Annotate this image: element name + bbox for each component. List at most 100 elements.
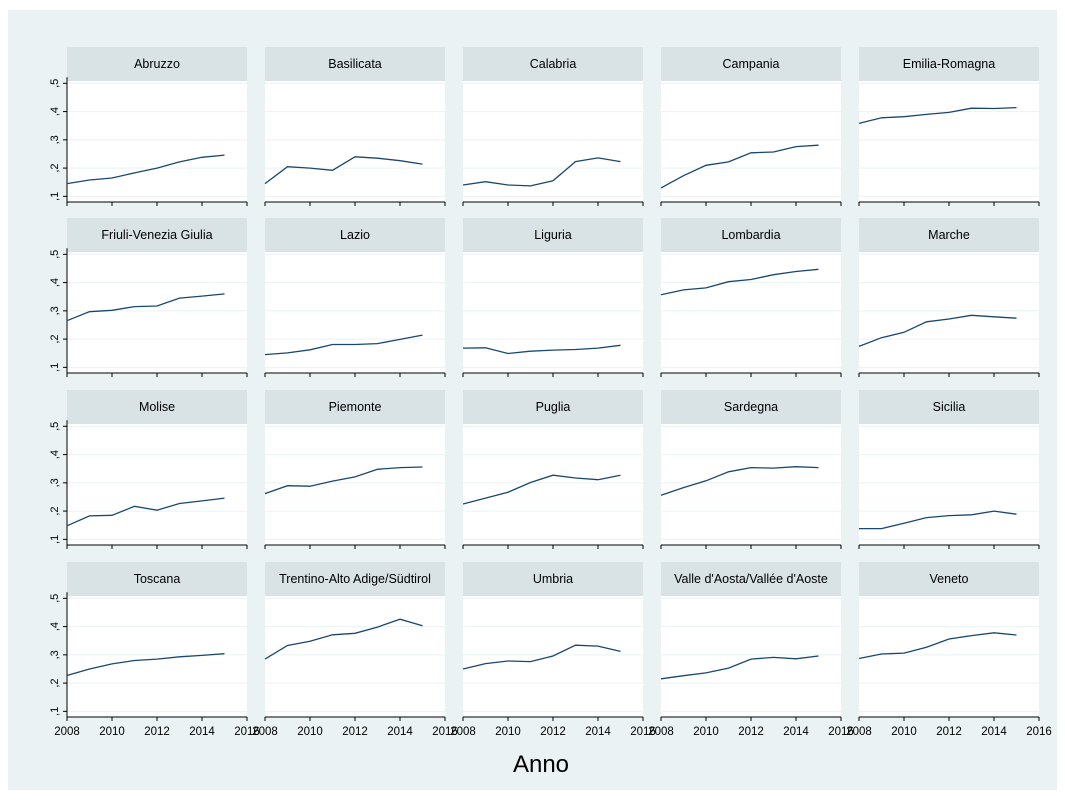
- plot-area: [67, 252, 247, 373]
- x-tick-label: 2014: [783, 726, 809, 738]
- series-line: [462, 157, 621, 187]
- panel: Toscana ,1 ,2 ,3 ,4 ,5 2008 2010 2012 2014 2016: [49, 562, 260, 738]
- panel-title: Liguria: [534, 228, 572, 242]
- y-tick-label: ,1: [49, 363, 61, 372]
- y-tick-label: ,1: [49, 192, 61, 201]
- plot-area: [859, 81, 1039, 202]
- panel-strip: [265, 562, 445, 596]
- series-line: [462, 474, 621, 505]
- x-tick-label: 2016: [234, 726, 260, 738]
- y-tick-label: ,4: [49, 622, 61, 631]
- panel-title: Friuli-Venezia Giulia: [101, 228, 212, 242]
- plot-area: [67, 81, 247, 202]
- panel-strip: [265, 390, 445, 424]
- x-tick-label: 2016: [1026, 726, 1052, 738]
- plot-area: [265, 424, 445, 545]
- x-tick-label: 2008: [252, 726, 278, 738]
- panel-strip: [67, 390, 247, 424]
- panel: Umbria 2008 2010 2012 2014 2016: [450, 562, 656, 738]
- panel-title: Emilia-Romagna: [903, 57, 995, 71]
- series-line: [859, 510, 1017, 530]
- series-line: [66, 497, 225, 527]
- x-tick-label: 2014: [981, 726, 1007, 738]
- plot-area: [859, 596, 1039, 717]
- x-tick-label: 2012: [342, 726, 368, 738]
- panel: Liguria: [462, 218, 644, 377]
- x-tick-label: 2016: [828, 726, 854, 738]
- panel-strip: [859, 562, 1039, 596]
- plot-area: [661, 424, 841, 545]
- plot-area: [67, 596, 247, 717]
- panel: Piemonte: [264, 390, 446, 549]
- plot-area: [661, 81, 841, 202]
- panel-title: Marche: [928, 228, 970, 242]
- panel-title: Toscana: [134, 572, 181, 586]
- plot-area: [859, 424, 1039, 545]
- panel-title: Lombardia: [721, 228, 780, 242]
- series-line: [660, 466, 819, 496]
- panel-strip: [265, 47, 445, 81]
- panel: Veneto 2008 2010 2012 2014 2016: [846, 562, 1052, 738]
- x-tick-label: 2010: [99, 726, 125, 738]
- x-tick-label: 2016: [630, 726, 656, 738]
- y-tick-label: ,2: [49, 334, 61, 343]
- panel: Emilia-Romagna: [858, 47, 1040, 206]
- series-line: [66, 154, 225, 185]
- panel: Molise ,1 ,2 ,3 ,4 ,5: [49, 390, 248, 549]
- series-line: [264, 334, 423, 356]
- panel: Puglia: [462, 390, 644, 549]
- panel-strip: [463, 218, 643, 252]
- plot-area: [265, 252, 445, 373]
- x-tick-label: 2008: [846, 726, 872, 738]
- series-line: [660, 144, 819, 189]
- panel-title: Abruzzo: [134, 57, 180, 71]
- x-tick-label: 2014: [585, 726, 611, 738]
- panel-title: Piemonte: [329, 400, 382, 414]
- series-line: [264, 156, 423, 185]
- series-line: [858, 314, 1017, 348]
- x-tick-label: 2010: [495, 726, 521, 738]
- plot-area: [463, 252, 643, 373]
- x-tick-label: 2012: [144, 726, 170, 738]
- series-line: [66, 653, 225, 677]
- panel-strip: [661, 47, 841, 81]
- x-tick-label: 2012: [936, 726, 962, 738]
- series-line: [66, 293, 225, 322]
- x-tick-label: 2014: [387, 726, 413, 738]
- panel-title: Campania: [723, 57, 780, 71]
- plot-area: [463, 81, 643, 202]
- y-tick-label: ,5: [49, 79, 61, 88]
- panel-title: Basilicata: [328, 57, 382, 71]
- panel-strip: [67, 47, 247, 81]
- x-tick-label: 2010: [891, 726, 917, 738]
- panel: Abruzzo ,1 ,2 ,3 ,4 ,5: [49, 47, 248, 206]
- y-tick-label: ,1: [49, 535, 61, 544]
- panel-title: Trentino-Alto Adige/Südtirol: [279, 572, 431, 586]
- panel: Marche: [858, 218, 1040, 377]
- y-tick-label: ,5: [49, 594, 61, 603]
- x-tick-label: 2016: [432, 726, 458, 738]
- x-tick-label: 2012: [540, 726, 566, 738]
- y-tick-label: ,3: [49, 478, 61, 487]
- y-tick-label: ,4: [49, 450, 61, 459]
- y-tick-label: ,4: [49, 107, 61, 116]
- panel-title: Umbria: [533, 572, 573, 586]
- panel-title: Lazio: [340, 228, 370, 242]
- y-tick-label: ,3: [49, 650, 61, 659]
- panel: Sardegna: [660, 390, 842, 549]
- panel: Lombardia: [660, 218, 842, 377]
- plot-area: [265, 81, 445, 202]
- y-tick-label: ,1: [49, 707, 61, 716]
- y-tick-label: ,2: [49, 678, 61, 687]
- plot-area: [859, 252, 1039, 373]
- y-tick-label: ,3: [49, 306, 61, 315]
- x-tick-label: 2012: [738, 726, 764, 738]
- x-tick-label: 2014: [189, 726, 215, 738]
- panel: Friuli-Venezia Giulia ,1 ,2 ,3 ,4 ,5: [49, 218, 248, 377]
- series-line: [858, 106, 1017, 125]
- panel-strip: [859, 218, 1039, 252]
- plot-area: [463, 424, 643, 545]
- series-line: [264, 618, 423, 660]
- y-tick-label: ,4: [49, 278, 61, 287]
